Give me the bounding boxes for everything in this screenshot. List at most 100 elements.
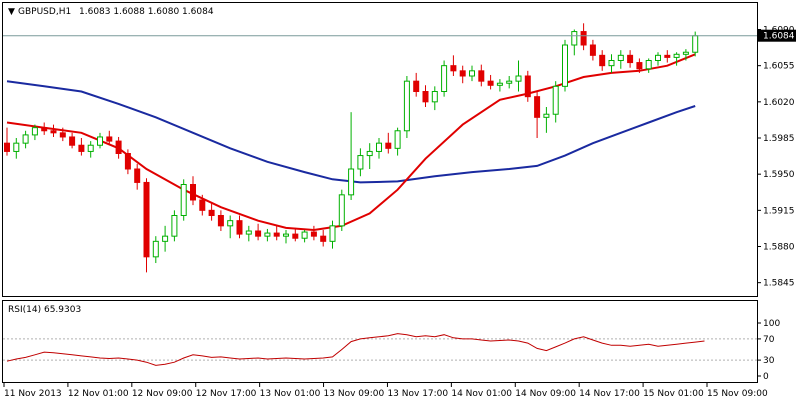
candle [552,81,559,123]
candle-body [199,199,206,211]
rsi-label: RSI(14) 65.9303 [8,305,81,315]
candle [385,132,392,154]
moving-averages [6,53,696,232]
rsi-name: RSI(14) [8,305,41,315]
candlesticks [4,23,699,273]
candle-body [78,144,85,152]
candle-body [273,232,280,237]
candle [50,124,57,137]
candle-body [673,53,680,58]
candle-body [589,44,596,56]
candle [403,76,410,138]
candle-body [162,235,169,242]
price-pane: 1.60901.60551.60201.59851.59501.59151.58… [2,2,796,297]
current-price-tag [758,29,796,42]
time-tick-label: 13 Nov 17:00 [387,389,448,399]
candle [534,91,541,138]
price-tick-label: 1.5845 [763,279,795,289]
candle-body [478,70,485,82]
current-price-line: 1.6084 [3,29,796,42]
candle [87,141,94,158]
candle-body [31,127,38,136]
candle-body [22,134,29,144]
candle [366,143,373,169]
candle-body [534,96,541,118]
candle-body [543,113,550,118]
candle-body [310,231,317,237]
candle-body [645,60,652,70]
time-tick-label: 14 Nov 09:00 [515,389,576,399]
candle [22,130,29,149]
candle [134,163,141,190]
candle-body [422,91,429,103]
candle [180,179,187,221]
candle-body [459,70,466,77]
candle [236,215,243,239]
candle-body [190,184,196,201]
candle [562,39,568,92]
candle-body [292,233,299,239]
candle [357,148,364,177]
time-tick-label: 14 Nov 01:00 [451,389,512,399]
candle [682,49,689,61]
candle-body [87,144,94,152]
rsi-tick-label: 0 [763,372,769,382]
candle [31,124,38,141]
time-tick-label: 12 Nov 17:00 [196,389,257,399]
candle-body [366,150,373,157]
candle [608,54,615,73]
candle [59,127,66,142]
candle [617,50,624,69]
candle-body [617,54,624,61]
rsi-line-path [6,333,705,366]
candle [245,225,252,242]
candle [580,23,587,51]
ma-slow-line [6,80,696,184]
rsi-pane: 100 70 30 0 RSI(14) 65.9303 [2,300,780,383]
price-pane-symbol: GBPUSD,H1 [18,7,71,17]
candle [422,85,429,107]
candle [459,65,466,84]
candle [78,138,85,156]
candle [264,228,271,242]
current-price-label: 1.6084 [763,32,795,42]
candle [589,39,596,61]
candle-body [515,75,522,82]
candle [450,55,457,76]
time-tick-label: 11 Nov 2013 [4,389,62,399]
candle-body [431,91,438,103]
candle [124,149,131,175]
candle-body [283,233,289,237]
price-tick-label: 1.6020 [763,98,795,108]
candle-body [636,62,643,70]
candle-body [236,220,243,235]
candle-body [69,136,76,146]
candle [431,86,438,111]
candle [376,138,382,159]
candle [441,60,448,97]
candle-body [301,231,308,239]
candle-body [50,130,57,134]
ohlc-readout: 1.6083 1.6088 1.6080 1.6084 [79,7,214,17]
candle-body [134,168,141,183]
candle-body [338,194,345,227]
candle [69,132,76,149]
candle-body [450,65,457,72]
candle-body [106,136,113,142]
candle-body [627,54,634,64]
candle-body [4,142,10,152]
candle-body [664,54,671,58]
candle-body [227,220,234,227]
timeframe-text: H1 [59,7,72,17]
candle [673,52,680,66]
candle-body [329,225,336,242]
candle-body [97,136,103,146]
time-tick-label: 15 Nov 01:00 [643,389,704,399]
candle [571,29,578,56]
rsi-line [6,333,705,366]
candle-body [124,153,131,170]
candle [255,223,262,241]
candle-body [320,235,327,242]
candle-body [348,168,355,196]
time-tick-label: 14 Nov 17:00 [579,389,640,399]
